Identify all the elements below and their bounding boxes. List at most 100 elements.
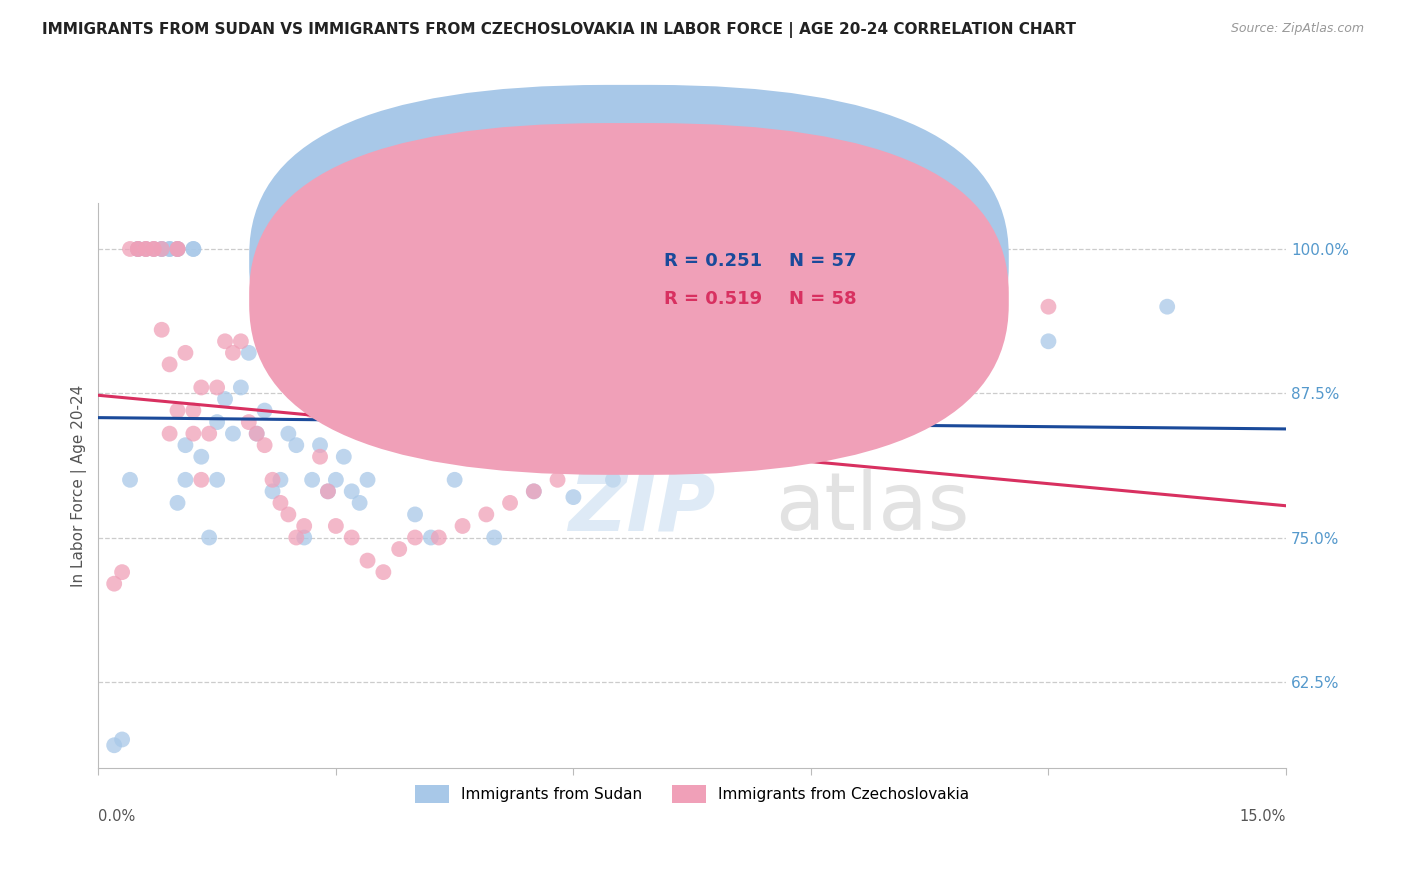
- Point: [127, 242, 149, 256]
- Point: [499, 496, 522, 510]
- Point: [340, 484, 363, 499]
- Point: [190, 380, 212, 394]
- Point: [404, 508, 426, 522]
- Point: [183, 242, 205, 256]
- Point: [547, 473, 569, 487]
- Legend: Immigrants from Sudan, Immigrants from Czechoslovakia: Immigrants from Sudan, Immigrants from C…: [409, 779, 976, 809]
- Text: R = 0.251: R = 0.251: [665, 252, 762, 269]
- Point: [316, 484, 339, 499]
- Point: [150, 242, 173, 256]
- Point: [183, 242, 205, 256]
- Point: [562, 450, 585, 464]
- Point: [484, 531, 506, 545]
- Point: [190, 450, 212, 464]
- Point: [800, 392, 823, 406]
- Point: [957, 358, 980, 372]
- FancyBboxPatch shape: [249, 123, 1008, 475]
- Point: [451, 519, 474, 533]
- Point: [198, 531, 221, 545]
- Point: [879, 334, 901, 349]
- Point: [183, 403, 205, 417]
- Point: [388, 542, 411, 557]
- Point: [301, 473, 323, 487]
- Point: [879, 380, 901, 394]
- Point: [103, 738, 125, 752]
- Point: [229, 380, 252, 394]
- Point: [301, 403, 323, 417]
- Point: [103, 576, 125, 591]
- Point: [246, 426, 269, 441]
- Point: [166, 403, 188, 417]
- Point: [602, 473, 624, 487]
- Point: [419, 531, 441, 545]
- Point: [135, 242, 157, 256]
- Point: [150, 242, 173, 256]
- Point: [610, 426, 633, 441]
- Point: [118, 473, 141, 487]
- Point: [427, 531, 450, 545]
- Point: [475, 508, 498, 522]
- Point: [349, 496, 371, 510]
- Point: [333, 450, 356, 464]
- Point: [269, 473, 291, 487]
- Point: [316, 484, 339, 499]
- Point: [142, 242, 165, 256]
- Point: [135, 242, 157, 256]
- Point: [150, 242, 173, 256]
- Point: [523, 484, 546, 499]
- Point: [800, 358, 823, 372]
- Point: [681, 426, 703, 441]
- Point: [198, 426, 221, 441]
- Point: [229, 334, 252, 349]
- Point: [159, 426, 181, 441]
- Point: [262, 473, 284, 487]
- Point: [238, 415, 260, 429]
- Point: [404, 531, 426, 545]
- Point: [292, 519, 315, 533]
- Point: [222, 426, 245, 441]
- Point: [277, 426, 299, 441]
- Point: [111, 732, 134, 747]
- Point: [142, 242, 165, 256]
- Point: [325, 473, 347, 487]
- Point: [373, 403, 395, 417]
- Point: [174, 346, 197, 360]
- Point: [1038, 334, 1060, 349]
- Point: [222, 346, 245, 360]
- Point: [641, 438, 664, 452]
- Point: [127, 242, 149, 256]
- Point: [309, 438, 332, 452]
- Point: [127, 242, 149, 256]
- Point: [443, 473, 465, 487]
- Point: [1038, 300, 1060, 314]
- Point: [159, 242, 181, 256]
- Point: [111, 565, 134, 579]
- FancyBboxPatch shape: [579, 226, 900, 322]
- Point: [356, 553, 378, 567]
- Point: [309, 450, 332, 464]
- Point: [166, 242, 188, 256]
- Point: [253, 438, 276, 452]
- Text: ZIP: ZIP: [568, 469, 716, 547]
- Y-axis label: In Labor Force | Age 20-24: In Labor Force | Age 20-24: [72, 384, 87, 587]
- Point: [641, 415, 664, 429]
- Point: [523, 484, 546, 499]
- Point: [150, 323, 173, 337]
- Point: [720, 380, 742, 394]
- Text: 15.0%: 15.0%: [1240, 809, 1286, 823]
- Point: [142, 242, 165, 256]
- Point: [174, 438, 197, 452]
- Point: [681, 392, 703, 406]
- Text: R = 0.519: R = 0.519: [665, 290, 762, 308]
- Point: [356, 473, 378, 487]
- Point: [118, 242, 141, 256]
- Point: [127, 242, 149, 256]
- Text: N = 57: N = 57: [789, 252, 856, 269]
- Point: [253, 403, 276, 417]
- Point: [174, 473, 197, 487]
- Point: [562, 490, 585, 504]
- Point: [205, 473, 228, 487]
- Point: [586, 438, 609, 452]
- Point: [205, 415, 228, 429]
- Text: N = 58: N = 58: [789, 290, 856, 308]
